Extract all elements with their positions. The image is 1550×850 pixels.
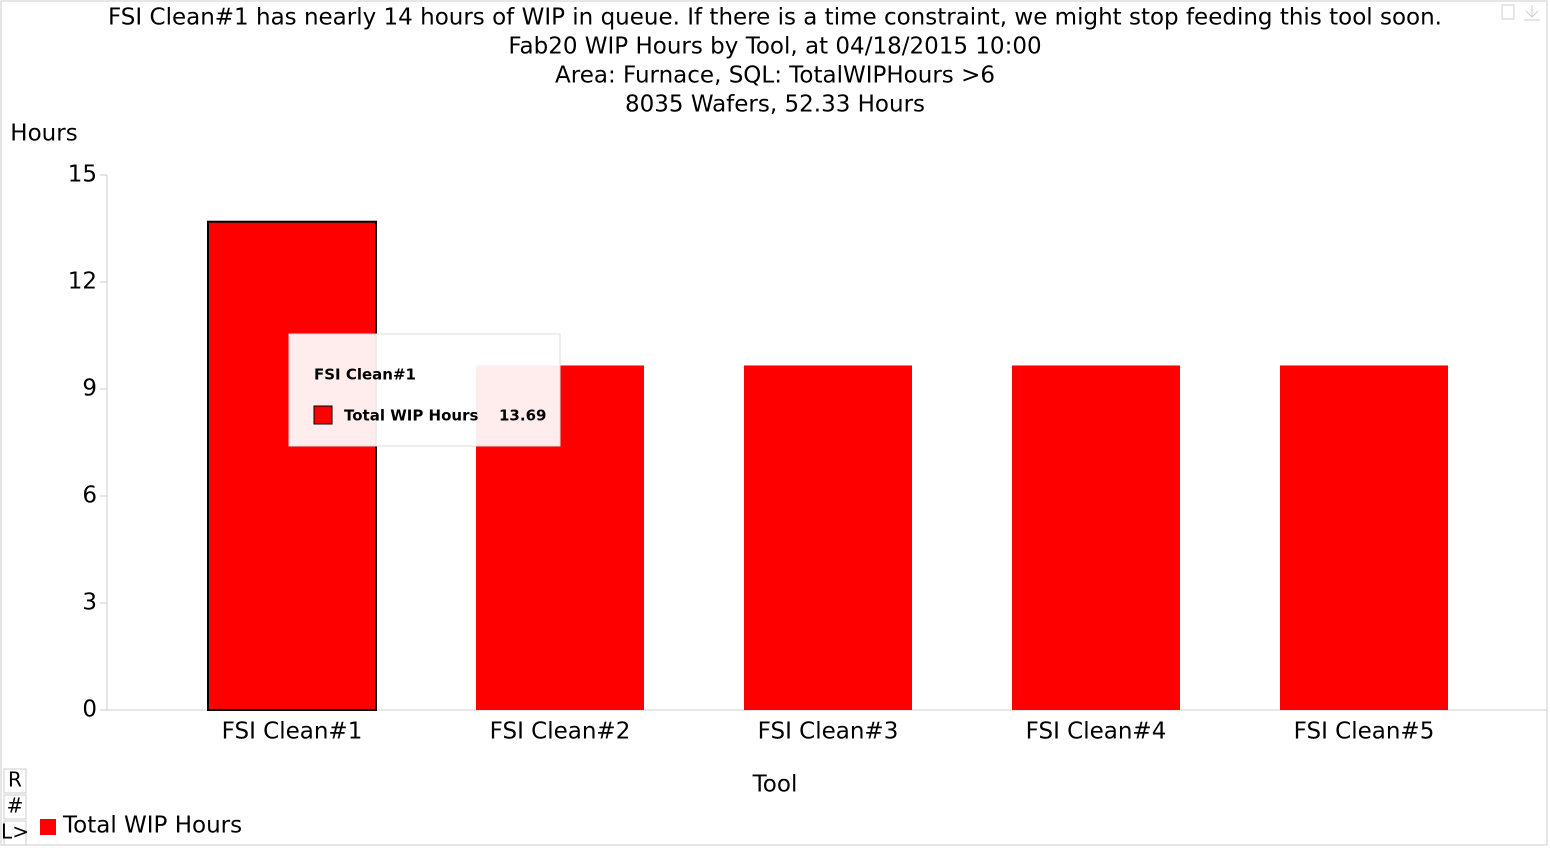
x-axis-label: Tool	[752, 772, 798, 798]
y-tick-label: 6	[82, 483, 97, 509]
y-tick-label: 15	[68, 162, 97, 188]
chart-title: FSI Clean#1 has nearly 14 hours of WIP i…	[108, 5, 1442, 31]
y-tick-label: 9	[82, 376, 97, 402]
corner-mark-box	[3, 768, 27, 794]
y-tick-label: 3	[82, 590, 97, 616]
legend-swatch	[40, 819, 56, 835]
tooltip: FSI Clean#1 Total WIP Hours 13.69	[288, 333, 561, 447]
corner-mark-box	[3, 794, 27, 820]
x-tick-label: FSI Clean#2	[490, 719, 631, 745]
y-tick-label: 0	[82, 697, 97, 723]
bar[interactable]	[1012, 365, 1180, 710]
tooltip-value: 13.69	[499, 407, 546, 425]
copy-icon[interactable]	[1501, 4, 1515, 20]
y-axis-label: Hours	[10, 121, 77, 147]
chart-title: Fab20 WIP Hours by Tool, at 04/18/2015 1…	[508, 34, 1041, 60]
tooltip-box	[288, 333, 561, 447]
corner-mark: #	[7, 794, 24, 818]
bar[interactable]	[744, 365, 912, 710]
tooltip-category: FSI Clean#1	[314, 366, 416, 384]
y-tick-label: 12	[68, 269, 97, 295]
x-tick-label: FSI Clean#3	[758, 719, 899, 745]
corner-mark: L>	[1, 820, 29, 844]
x-tick-label: FSI Clean#5	[1294, 719, 1435, 745]
chart-title: Area: Furnace, SQL: TotalWIPHours >6	[555, 63, 995, 89]
chart-title: 8035 Wafers, 52.33 Hours	[625, 92, 925, 118]
corner-mark: R	[8, 768, 22, 792]
corner-mark-box	[3, 820, 27, 846]
tooltip-series: Total WIP Hours	[344, 407, 478, 425]
x-tick-label: FSI Clean#4	[1026, 719, 1167, 745]
x-tick-label: FSI Clean#1	[222, 719, 363, 745]
legend-label[interactable]: Total WIP Hours	[62, 813, 242, 839]
tooltip-swatch	[313, 405, 333, 425]
bar[interactable]	[207, 220, 377, 711]
bar[interactable]	[1280, 365, 1448, 710]
download-icon[interactable]	[1524, 5, 1540, 21]
